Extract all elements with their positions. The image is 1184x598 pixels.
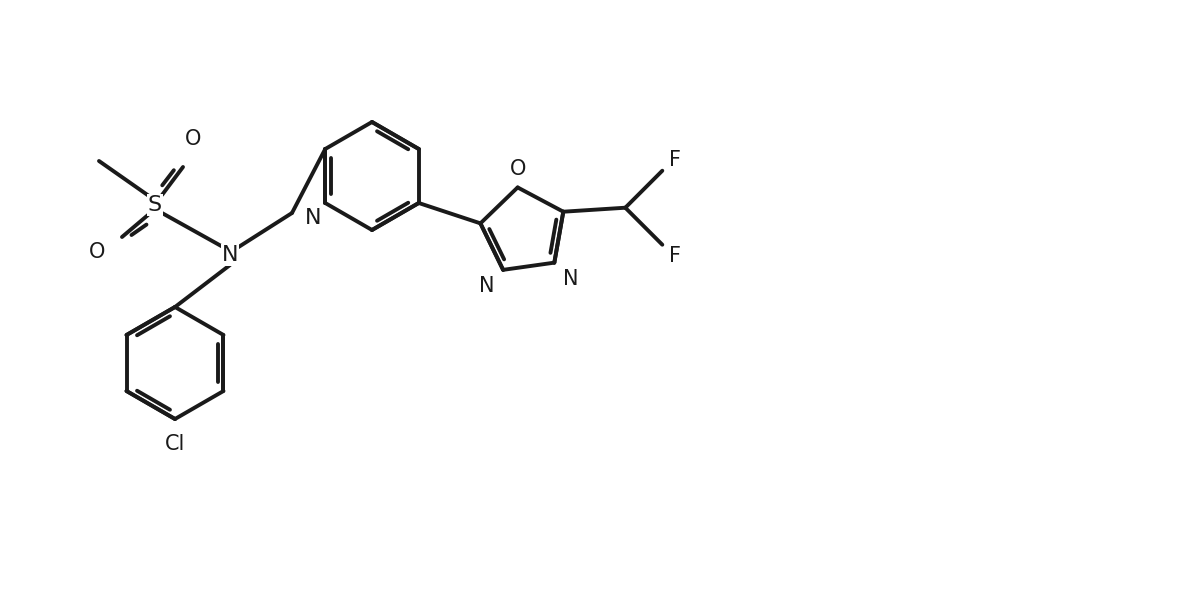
Text: S: S (148, 195, 162, 215)
Text: F: F (669, 246, 681, 266)
Text: N: N (562, 269, 578, 289)
Text: O: O (509, 160, 526, 179)
Text: N: N (221, 245, 238, 265)
Text: N: N (480, 276, 495, 296)
Text: Cl: Cl (165, 434, 185, 454)
Text: F: F (669, 150, 681, 170)
Text: N: N (305, 208, 322, 228)
Text: O: O (89, 242, 105, 262)
Text: O: O (185, 129, 201, 149)
